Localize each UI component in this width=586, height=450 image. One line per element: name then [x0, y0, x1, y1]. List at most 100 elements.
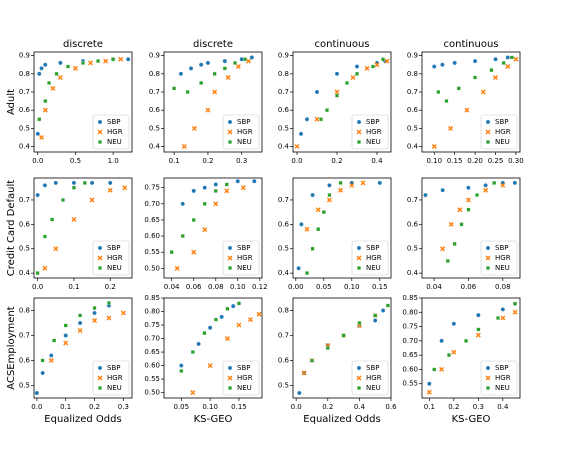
- y-tick-label: 0.6: [19, 106, 31, 114]
- x-tick-label: 0.2: [202, 157, 213, 165]
- marker-square: [473, 75, 478, 80]
- legend-box: [92, 240, 130, 276]
- marker-square: [466, 207, 471, 212]
- marker-circle: [58, 60, 63, 66]
- legend-swatch: [228, 386, 232, 390]
- x-tick-label: 0.0: [31, 403, 42, 411]
- marker-x: [224, 336, 230, 342]
- marker-square: [373, 313, 378, 318]
- y-tick-label: 0.8: [149, 70, 160, 78]
- y-tick-label: 0.4: [407, 143, 419, 151]
- legend-box: [222, 114, 260, 150]
- marker-circle: [439, 338, 444, 344]
- marker-square: [321, 210, 326, 215]
- legend-swatch: [485, 245, 491, 251]
- marker-x: [256, 311, 262, 317]
- marker-circle: [252, 178, 257, 184]
- legend-label: NEU: [237, 384, 252, 392]
- marker-square: [459, 222, 464, 227]
- marker-square: [355, 71, 359, 76]
- marker-circle: [334, 71, 340, 77]
- marker-circle: [327, 183, 332, 188]
- marker-x: [500, 182, 506, 188]
- y-tick-label: 0.65: [402, 351, 418, 359]
- marker-circle: [483, 183, 488, 188]
- legend-swatch: [357, 386, 361, 390]
- x-tick-label: 0.2: [89, 403, 100, 411]
- x-tick-label: 0.15: [372, 283, 388, 291]
- legend-swatch: [485, 255, 491, 261]
- x-tick-label: 0.04: [164, 283, 180, 291]
- y-tick-label: 0.4: [278, 143, 290, 151]
- marker-square: [305, 271, 309, 276]
- axes-frame: [163, 177, 263, 279]
- marker-circle: [230, 303, 236, 309]
- marker-square: [341, 333, 346, 338]
- marker-x: [480, 89, 486, 95]
- legend-label: HGR: [107, 254, 123, 262]
- marker-x: [448, 125, 454, 131]
- y-tick-label: 0.8: [278, 70, 289, 78]
- legend-swatch: [485, 365, 491, 371]
- legend-label: NEU: [366, 138, 381, 146]
- legend-box: [92, 360, 130, 396]
- marker-square: [444, 99, 449, 104]
- y-tick-label: 0.65: [144, 348, 160, 356]
- marker-square: [224, 182, 229, 187]
- panel-title: continuous: [444, 39, 499, 50]
- marker-circle: [42, 183, 48, 188]
- marker-circle: [71, 180, 77, 186]
- marker-x: [384, 58, 390, 64]
- marker-square: [42, 234, 47, 239]
- marker-circle: [493, 57, 498, 62]
- y-tick-label: 0.5: [278, 245, 289, 253]
- marker-square: [335, 93, 339, 98]
- y-tick-label: 0.4: [19, 269, 31, 277]
- y-tick-label: 0.9: [407, 52, 418, 60]
- y-tick-label: 0.7: [278, 88, 289, 96]
- legend-label: SBP: [366, 118, 379, 126]
- marker-circle: [431, 64, 437, 69]
- marker-x: [512, 309, 518, 315]
- y-tick-label: 0.85: [144, 294, 160, 302]
- marker-square: [52, 338, 57, 343]
- marker-square: [179, 369, 184, 373]
- y-tick-label: 0.6: [407, 220, 419, 228]
- marker-x: [42, 265, 48, 271]
- axes-frame: [33, 297, 133, 399]
- marker-circle: [235, 178, 241, 184]
- legend-label: SBP: [237, 244, 250, 252]
- marker-circle: [380, 308, 386, 313]
- marker-square: [54, 71, 59, 76]
- marker-circle: [37, 71, 42, 77]
- marker-square: [222, 66, 227, 71]
- marker-square: [172, 86, 177, 91]
- y-tick-label: 0.7: [149, 88, 160, 96]
- x-tick-label: 0.06: [186, 283, 202, 291]
- marker-circle: [304, 117, 310, 122]
- marker-circle: [35, 192, 40, 198]
- y-tick-label: 0.65: [144, 216, 160, 224]
- marker-circle: [63, 333, 68, 338]
- marker-x: [439, 366, 445, 372]
- y-tick-label: 0.9: [149, 52, 160, 60]
- legend-swatch: [97, 129, 103, 135]
- axes-frame: [421, 177, 521, 279]
- y-tick-label: 0.60: [144, 362, 160, 370]
- marker-x: [202, 227, 208, 233]
- y-tick-label: 0.7: [19, 88, 30, 96]
- y-tick-label: 0.6: [19, 357, 31, 365]
- marker-square: [185, 90, 190, 94]
- axes-frame: [421, 51, 521, 153]
- legend-box: [222, 360, 260, 396]
- x-tick-label: 0.4: [371, 157, 383, 165]
- marker-circle: [249, 55, 255, 60]
- legend-swatch: [227, 245, 233, 251]
- legend-label: NEU: [107, 384, 122, 392]
- marker-x: [240, 185, 246, 191]
- y-tick-label: 0.8: [19, 70, 30, 78]
- x-tick-label: 0.25: [488, 157, 504, 165]
- marker-square: [456, 86, 461, 91]
- marker-x: [500, 315, 506, 321]
- y-tick-label: 0.6: [278, 357, 290, 365]
